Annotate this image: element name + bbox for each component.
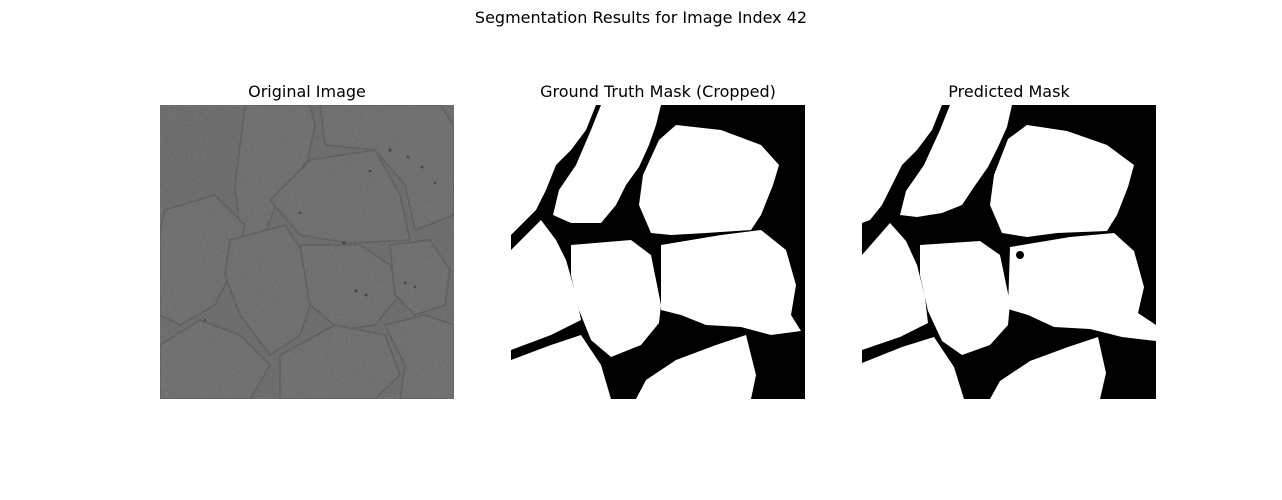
panel-title-ground-truth: Ground Truth Mask (Cropped) [540,82,776,101]
predicted-mask-panel [862,105,1156,399]
ground-truth-mask-panel [511,105,805,399]
panel-title-predicted: Predicted Mask [948,82,1070,101]
ground-truth-mask [511,105,805,399]
panel-title-original: Original Image [248,82,366,101]
original-image-panel [160,105,454,399]
figure-title: Segmentation Results for Image Index 42 [474,8,808,27]
predicted-mask [862,105,1156,399]
original-image [160,105,454,399]
